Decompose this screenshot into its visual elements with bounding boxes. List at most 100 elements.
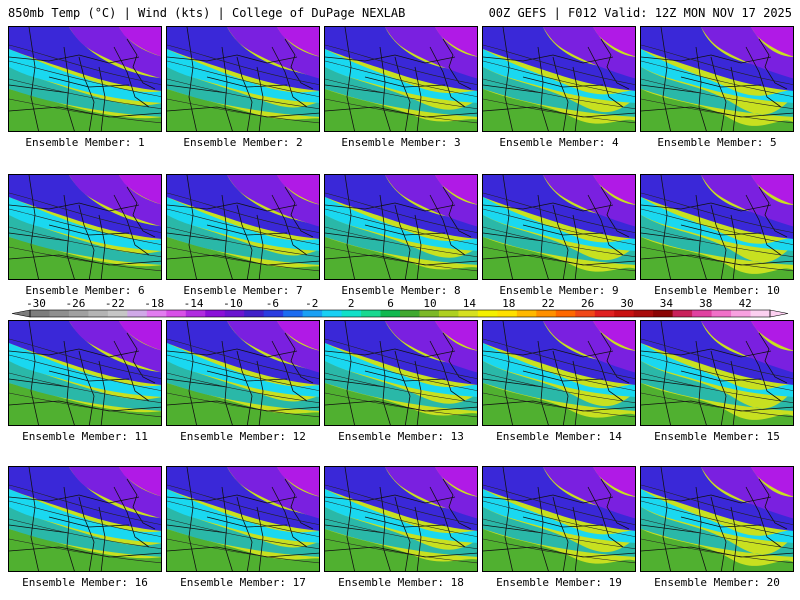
colorbar-tick-label: -10: [223, 297, 243, 310]
colorbar-tick-label: 42: [739, 297, 752, 310]
ensemble-member-label: Ensemble Member: 8: [341, 284, 461, 297]
ensemble-map-panel: [324, 174, 478, 280]
ensemble-map-panel: [640, 466, 794, 572]
colorbar-swatch: [614, 310, 635, 317]
ensemble-map-panel: [324, 466, 478, 572]
colorbar-swatch: [146, 310, 167, 317]
colorbar-swatch: [458, 310, 479, 317]
colorbar-tick-label: -18: [144, 297, 164, 310]
colorbar-swatch: [166, 310, 187, 317]
ensemble-map-panel: [8, 26, 162, 132]
colorbar-tick-label: -30: [26, 297, 46, 310]
colorbar-tick-label: 6: [387, 297, 394, 310]
colorbar-tick-label: 34: [660, 297, 674, 310]
colorbar-swatch: [750, 310, 771, 317]
ensemble-map-panel: [324, 320, 478, 426]
ensemble-member-label: Ensemble Member: 6: [25, 284, 145, 297]
colorbar-swatch: [653, 310, 674, 317]
ensemble-member-label: Ensemble Member: 10: [654, 284, 780, 297]
colorbar-swatch: [575, 310, 596, 317]
colorbar-left-arrow: [11, 309, 31, 318]
ensemble-member-label: Ensemble Member: 11: [22, 430, 148, 443]
ensemble-member-label: Ensemble Member: 15: [654, 430, 780, 443]
colorbar-tick-label: 10: [423, 297, 436, 310]
ensemble-map-panel: [166, 26, 320, 132]
colorbar-swatch: [380, 310, 401, 317]
colorbar-swatch: [594, 310, 615, 317]
colorbar-swatch: [322, 310, 343, 317]
colorbar-swatch: [672, 310, 693, 317]
ensemble-map-panel: [640, 320, 794, 426]
ensemble-map-panel: [8, 466, 162, 572]
ensemble-map-panel: [8, 174, 162, 280]
colorbar-swatch: [49, 310, 70, 317]
colorbar-swatch: [263, 310, 284, 317]
ensemble-map-panel: [166, 320, 320, 426]
ensemble-member-label: Ensemble Member: 16: [22, 576, 148, 589]
colorbar-swatch: [205, 310, 226, 317]
colorbar-tick-label: -2: [305, 297, 318, 310]
colorbar-swatch: [107, 310, 128, 317]
ensemble-member-label: Ensemble Member: 18: [338, 576, 464, 589]
ensemble-map-panel: [166, 174, 320, 280]
ensemble-member-label: Ensemble Member: 7: [183, 284, 303, 297]
colorbar-swatch: [30, 310, 50, 317]
colorbar-swatch: [68, 310, 89, 317]
colorbar-swatch: [555, 310, 576, 317]
ensemble-map-panel: [324, 26, 478, 132]
colorbar-tick-label: 30: [620, 297, 633, 310]
colorbar-swatch: [497, 310, 518, 317]
colorbar-tick-label: 38: [699, 297, 712, 310]
colorbar-swatch: [633, 310, 654, 317]
colorbar-swatch: [88, 310, 109, 317]
colorbar-tick-label: 22: [542, 297, 555, 310]
colorbar-tick-label: -26: [65, 297, 85, 310]
ensemble-member-label: Ensemble Member: 13: [338, 430, 464, 443]
colorbar-swatch: [244, 310, 265, 317]
ensemble-map-panel: [482, 320, 636, 426]
colorbar-swatch: [361, 310, 382, 317]
colorbar-swatch: [400, 310, 420, 317]
colorbar-swatch: [692, 310, 713, 317]
ensemble-member-label: Ensemble Member: 12: [180, 430, 306, 443]
colorbar-swatch: [731, 310, 752, 317]
ensemble-map-panel: [640, 174, 794, 280]
map-title: 850mb Temp (°C) | Wind (kts) | College o…: [8, 6, 406, 20]
ensemble-member-label: Ensemble Member: 1: [25, 136, 145, 149]
ensemble-map-panel: [482, 466, 636, 572]
colorbar-swatch: [438, 310, 459, 317]
colorbar-swatch: [127, 310, 148, 317]
colorbar-tick-label: 14: [463, 297, 477, 310]
colorbar-swatch: [185, 310, 206, 317]
temperature-colorbar: -30 -26 -22 -18 -14 -10 -6 -2 2 6 10 14 18 22 26 30 34 38…: [11, 297, 789, 318]
colorbar-swatch: [536, 310, 557, 317]
ensemble-member-label: Ensemble Member: 20: [654, 576, 780, 589]
colorbar-tick-label: -14: [184, 297, 204, 310]
colorbar-swatch: [302, 310, 323, 317]
ensemble-map-panel: [166, 466, 320, 572]
colorbar-tick-label: -22: [105, 297, 125, 310]
ensemble-member-label: Ensemble Member: 5: [657, 136, 777, 149]
ensemble-map-panel: [640, 26, 794, 132]
model-valid-time: 00Z GEFS | F012 Valid: 12Z MON NOV 17 20…: [488, 6, 792, 20]
colorbar-tick-label: 18: [502, 297, 515, 310]
colorbar-swatch: [711, 310, 732, 317]
ensemble-member-label: Ensemble Member: 2: [183, 136, 303, 149]
ensemble-member-label: Ensemble Member: 14: [496, 430, 622, 443]
colorbar-tick-label: 2: [348, 297, 355, 310]
colorbar-swatch: [283, 310, 304, 317]
ensemble-map-panel: [482, 174, 636, 280]
colorbar-swatch: [419, 310, 440, 317]
colorbar-tick-label: 26: [581, 297, 594, 310]
ensemble-member-label: Ensemble Member: 3: [341, 136, 461, 149]
ensemble-member-label: Ensemble Member: 17: [180, 576, 306, 589]
colorbar-right-arrow: [769, 309, 789, 318]
colorbar-swatch: [224, 310, 245, 317]
colorbar-swatch: [341, 310, 362, 317]
ensemble-member-label: Ensemble Member: 19: [496, 576, 622, 589]
ensemble-member-label: Ensemble Member: 4: [499, 136, 619, 149]
ensemble-map-panel: [8, 320, 162, 426]
colorbar-swatch: [477, 310, 498, 317]
colorbar-swatch: [516, 310, 537, 317]
ensemble-map-panel: [482, 26, 636, 132]
